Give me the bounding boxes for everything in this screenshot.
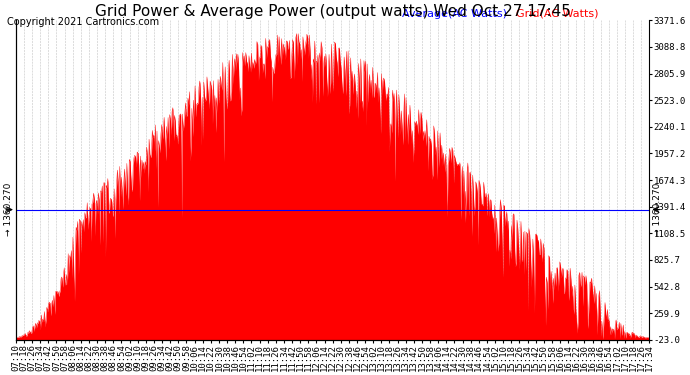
Text: → 1360.270: → 1360.270 [653,183,662,236]
Text: Copyright 2021 Cartronics.com: Copyright 2021 Cartronics.com [7,17,159,27]
Title: Grid Power & Average Power (output watts) Wed Oct 27 17:45: Grid Power & Average Power (output watts… [95,4,571,19]
Text: → 1360.270: → 1360.270 [3,183,12,236]
Text: Average(AC Watts): Average(AC Watts) [402,9,507,19]
Text: Grid(AC Watts): Grid(AC Watts) [516,9,599,19]
